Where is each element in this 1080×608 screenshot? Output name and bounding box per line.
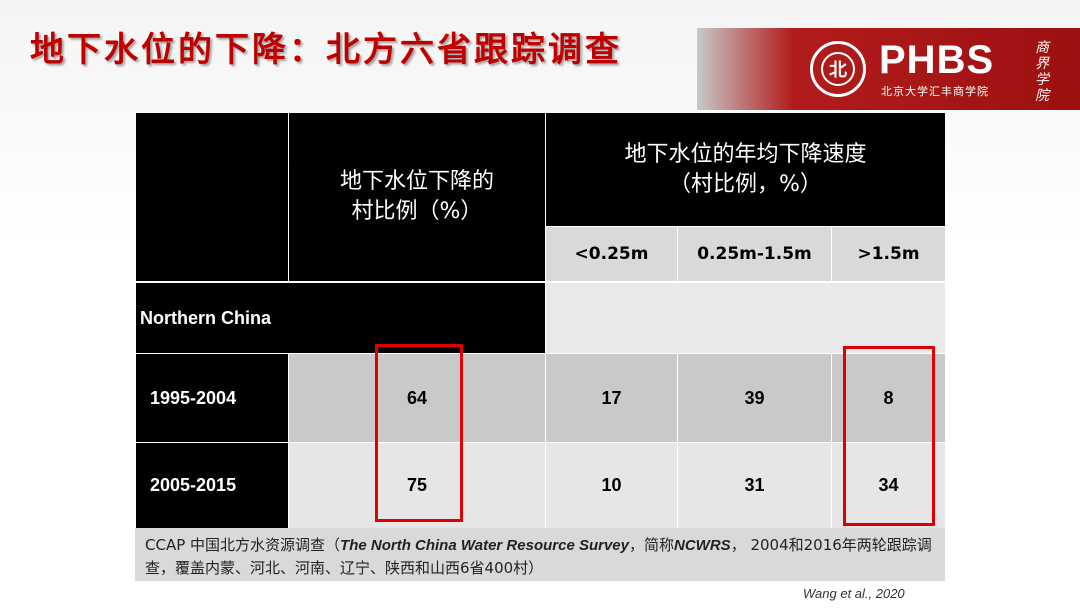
region-label: Northern China	[136, 283, 545, 353]
row1-mid: 39	[678, 354, 831, 442]
row-period-1: 1995-2004	[136, 354, 288, 442]
note-suffix: ， 2004和2016年两轮跟踪调查，覆盖内蒙、河北、河南、辽宁、陕西和山西6省…	[145, 536, 932, 577]
col-header-gt15: >1.5m	[832, 227, 945, 281]
brand-name: PHBS	[879, 38, 995, 82]
row2-lt025: 10	[546, 443, 677, 528]
note-survey-name: The North China Water Resource Survey	[340, 537, 629, 554]
highlight-box-gt15	[843, 346, 935, 526]
brand-calligraphy: 商界学院	[1035, 40, 1049, 104]
brand-subtitle: 北京大学汇丰商学院	[881, 85, 989, 98]
corner-cell	[136, 113, 288, 281]
header-share: 地下水位下降的 村比例（%）	[339, 169, 494, 224]
row2-mid: 31	[678, 443, 831, 528]
note-abbr: NCWRS	[674, 537, 731, 554]
phbs-brand-banner: 北 PHBS 北京大学汇丰商学院 商界学院	[697, 28, 1080, 110]
survey-note: CCAP 中国北方水资源调查（The North China Water Res…	[135, 528, 945, 581]
header-share-cell: 地下水位下降的 村比例（%）	[289, 113, 545, 281]
row-period-2: 2005-2015	[136, 443, 288, 528]
row1-gt15: 8	[832, 354, 945, 442]
note-prefix: CCAP 中国北方水资源调查（	[145, 536, 341, 554]
row2-share: 75	[289, 443, 545, 528]
col-header-lt025: <0.25m	[546, 227, 677, 281]
row1-share: 64	[289, 354, 545, 442]
header-speed: 地下水位的年均下降速度 （村比例，%）	[624, 141, 867, 197]
note-mid: ，简称	[629, 536, 675, 554]
region-row-empty	[546, 283, 945, 353]
university-seal-icon: 北	[810, 41, 866, 97]
citation: Wang et al., 2020	[803, 586, 905, 601]
row1-lt025: 17	[546, 354, 677, 442]
col-header-mid: 0.25m-1.5m	[678, 227, 831, 281]
header-speed-cell: 地下水位的年均下降速度 （村比例，%）	[546, 113, 945, 226]
slide-title: 地下水位的下降：北方六省跟踪调查	[30, 30, 622, 70]
highlight-box-share	[375, 344, 463, 522]
row2-gt15: 34	[832, 443, 945, 528]
seal-char: 北	[821, 52, 855, 86]
